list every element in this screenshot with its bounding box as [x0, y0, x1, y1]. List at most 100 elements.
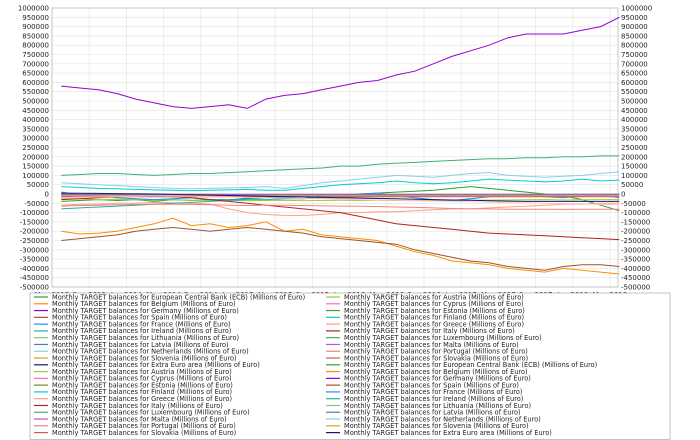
legend: Monthly TARGET balances for European Cen…: [29, 292, 671, 440]
legend-label: Monthly TARGET balances for European Cen…: [52, 293, 305, 301]
y-tick-label-right: 550000: [621, 88, 648, 96]
y-tick-label-left: 0: [45, 191, 49, 199]
legend-label: Monthly TARGET balances for Spain (Milli…: [52, 314, 227, 322]
series-line: [61, 195, 620, 206]
y-tick-label-left: 800000: [22, 42, 49, 50]
legend-label: Monthly TARGET balances for Belgium (Mil…: [52, 300, 236, 308]
legend-label: Monthly TARGET balances for Italy (Milli…: [52, 402, 223, 410]
legend-label: Monthly TARGET balances for Luxembourg (…: [52, 409, 250, 417]
y-tick-label-left: 100000: [22, 172, 49, 180]
y-tick-label-left: -100000: [20, 209, 49, 217]
y-tick-label-left: 300000: [22, 135, 49, 143]
legend-label: Monthly TARGET balances for Extra Euro a…: [344, 429, 552, 437]
legend-label: Monthly TARGET balances for Latvia (Mill…: [344, 409, 521, 417]
legend-label: Monthly TARGET balances for Belgium (Mil…: [344, 368, 528, 376]
legend-label: Monthly TARGET balances for Cyprus (Mill…: [344, 300, 524, 308]
series-line: [61, 178, 620, 192]
legend-label: Monthly TARGET balances for Lithuania (M…: [52, 334, 239, 342]
y-tick-label-left: -200000: [20, 228, 49, 236]
series-line: [61, 155, 620, 176]
legend-label: Monthly TARGET balances for Malta (Milli…: [52, 415, 227, 423]
legend-label: Monthly TARGET balances for Spain (Milli…: [344, 381, 519, 389]
y-tick-label-right: -400000: [621, 265, 650, 273]
legend-label: Monthly TARGET balances for Portugal (Mi…: [52, 422, 236, 430]
series-line: [61, 16, 620, 109]
y-tick-label-left: -450000: [20, 274, 49, 282]
y-tick-label-left: -250000: [20, 237, 49, 245]
y-tick-label-left: 250000: [22, 144, 49, 152]
y-tick-label-right: 900000: [621, 23, 648, 31]
legend-label: Monthly TARGET balances for Ireland (Mil…: [52, 327, 231, 335]
legend-box: [29, 292, 671, 440]
y-tick-label-right: 100000: [621, 172, 648, 180]
y-tick-label-right: 200000: [621, 153, 648, 161]
y-tick-label-left: 650000: [22, 70, 49, 78]
y-tick-label-right: 750000: [621, 51, 648, 59]
y-tick-label-left: 950000: [22, 14, 49, 22]
y-tick-label-right: -200000: [621, 228, 650, 236]
y-tick-label-right: 400000: [621, 116, 648, 124]
y-tick-label-left: -150000: [20, 218, 49, 226]
legend-label: Monthly TARGET balances for France (Mill…: [344, 388, 522, 396]
y-tick-label-left: 900000: [22, 23, 49, 31]
y-tick-label-right: 50000: [621, 181, 643, 189]
legend-label: Monthly TARGET balances for Netherlands …: [52, 348, 249, 356]
y-tick-label-right: 700000: [621, 60, 648, 68]
legend-label: Monthly TARGET balances for Slovakia (Mi…: [52, 429, 236, 437]
grid: [51, 7, 618, 288]
legend-label: Monthly TARGET balances for Austria (Mil…: [52, 368, 232, 376]
y-tick-label-left: 700000: [22, 60, 49, 68]
plot-frame: [51, 7, 619, 288]
y-tick-label-right: 1000000: [621, 5, 652, 13]
legend-label: Monthly TARGET balances for Malta (Milli…: [344, 341, 519, 349]
series-line: [61, 192, 620, 202]
legend-label: Monthly TARGET balances for Luxembourg (…: [344, 334, 542, 342]
legend-label: Monthly TARGET balances for Latvia (Mill…: [52, 341, 229, 349]
y-tick-label-left: 600000: [22, 79, 49, 87]
legend-label: Monthly TARGET balances for European Cen…: [344, 361, 597, 369]
y-tick-label-right: -300000: [621, 246, 650, 254]
y-tick-label-right: 350000: [621, 125, 648, 133]
legend-label: Monthly TARGET balances for Ireland (Mil…: [344, 395, 523, 403]
legend-label: Monthly TARGET balances for Slovenia (Mi…: [344, 422, 529, 430]
y-tick-label-right: 0: [621, 191, 625, 199]
y-tick-label-right: 650000: [621, 70, 648, 78]
y-tick-label-right: 250000: [621, 144, 648, 152]
y-tick-label-right: -500000: [621, 284, 650, 292]
legend-label: Monthly TARGET balances for Netherlands …: [344, 415, 541, 423]
y-tick-label-right: -250000: [621, 237, 650, 245]
legend-label: Monthly TARGET balances for Slovakia (Mi…: [344, 354, 528, 362]
legend-label: Monthly TARGET balances for Germany (Mil…: [344, 375, 531, 383]
y-tick-label-left: -50000: [24, 200, 49, 208]
y-tick-label-left: 850000: [22, 32, 49, 40]
y-tick-label-left: 400000: [22, 116, 49, 124]
y-tick-label-right: 800000: [621, 42, 648, 50]
legend-label: Monthly TARGET balances for Cyprus (Mill…: [52, 375, 232, 383]
series-line: [61, 203, 620, 210]
legend-label: Monthly TARGET balances for Austria (Mil…: [344, 293, 524, 301]
legend-label: Monthly TARGET balances for Slovenia (Mi…: [52, 354, 237, 362]
series-line: [61, 171, 620, 190]
legend-label: Monthly TARGET balances for Germany (Mil…: [52, 307, 239, 315]
y-tick-label-right: -150000: [621, 218, 650, 226]
y-tick-label-right: -450000: [621, 274, 650, 282]
y-tick-label-right: 450000: [621, 107, 648, 115]
y-tick-label-right: -100000: [621, 209, 650, 217]
y-tick-label-left: -300000: [20, 246, 49, 254]
y-tick-label-right: -50000: [621, 200, 646, 208]
series-line: [61, 226, 620, 271]
legend-label: Monthly TARGET balances for France (Mill…: [52, 320, 230, 328]
y-tick-label-right: 950000: [621, 14, 648, 22]
y-tick-label-right: 500000: [621, 98, 648, 106]
y-tick-label-left: 200000: [22, 153, 49, 161]
y-tick-label-left: -400000: [20, 265, 49, 273]
y-tick-label-left: 750000: [22, 51, 49, 59]
legend-label: Monthly TARGET balances for Lithuania (M…: [344, 402, 531, 410]
y-tick-label-right: 150000: [621, 163, 648, 171]
legend-label: Monthly TARGET balances for Finland (Mil…: [52, 388, 232, 396]
y-tick-label-left: -500000: [20, 284, 49, 292]
y-tick-label-left: 450000: [22, 107, 49, 115]
